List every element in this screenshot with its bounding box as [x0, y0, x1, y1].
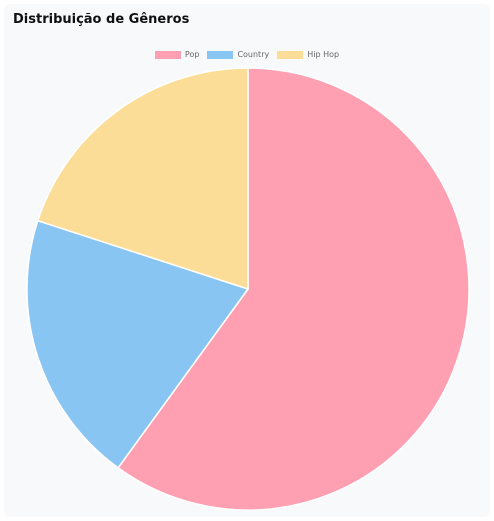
- legend-swatch-hip-hop: [277, 50, 304, 59]
- pie-slice-country[interactable]: [26, 219, 250, 469]
- chart-title: Distribuição de Gêneros: [13, 12, 190, 27]
- chart-legend: Pop Country Hip Hop: [0, 50, 494, 59]
- pie-slice-pop[interactable]: [117, 67, 470, 511]
- pie-slice-hip-hop[interactable]: [36, 67, 249, 291]
- legend-swatch-pop: [154, 50, 181, 59]
- legend-label-country: Country: [237, 50, 270, 59]
- legend-swatch-country: [207, 50, 234, 59]
- legend-item-pop[interactable]: Pop: [154, 50, 200, 59]
- legend-label-pop: Pop: [184, 50, 200, 59]
- legend-label-hip-hop: Hip Hop: [307, 50, 340, 59]
- pie-slices: [26, 67, 470, 511]
- legend-item-country[interactable]: Country: [207, 50, 269, 59]
- legend-item-hip-hop[interactable]: Hip Hop: [277, 50, 339, 59]
